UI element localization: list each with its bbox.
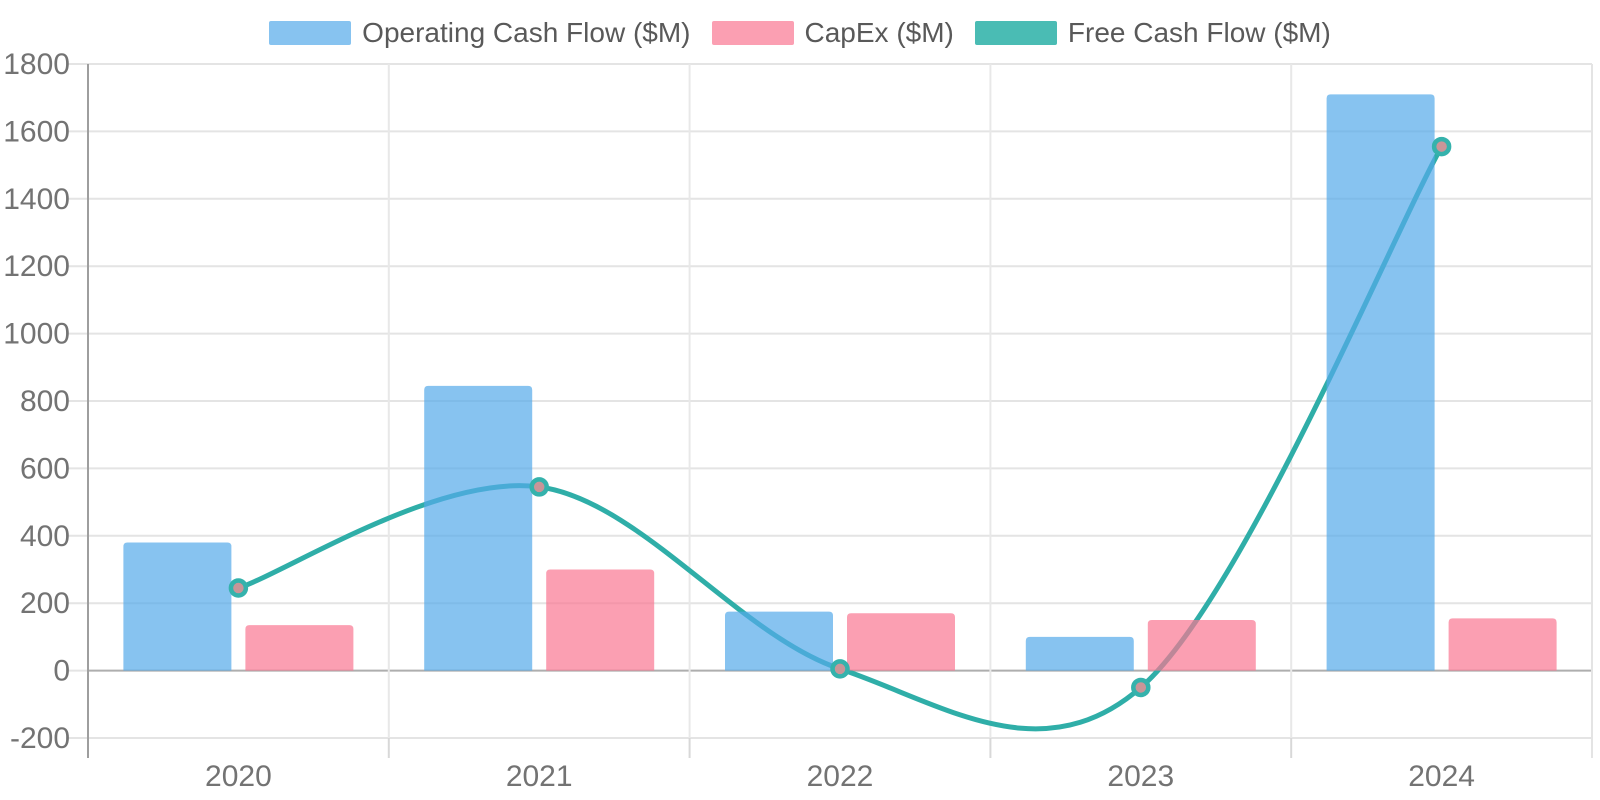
- bar-operating-cash-flow-m-2023[interactable]: [1025, 636, 1134, 671]
- bar-capex-m-2024[interactable]: [1448, 618, 1557, 671]
- bar-operating-cash-flow-m-2024[interactable]: [1326, 94, 1435, 671]
- x-tick-label-2022: 2022: [807, 760, 874, 793]
- legend-item-capex-m[interactable]: CapEx ($M): [711, 17, 954, 49]
- legend-label-capex-m: CapEx ($M): [804, 17, 954, 48]
- y-tick-label: 1400: [3, 183, 70, 216]
- legend-swatch-free-cash-flow-m: [974, 21, 1057, 45]
- point-free-cash-flow-m-2024[interactable]: [1431, 136, 1452, 157]
- y-tick-label: -200: [10, 722, 70, 755]
- line-free-cash-flow-m[interactable]: [235, 144, 1445, 732]
- y-tick-label: 200: [20, 587, 70, 620]
- legend-swatch-operating-cash-flow-m: [269, 21, 352, 45]
- bar-capex-m-2021[interactable]: [546, 569, 655, 671]
- point-free-cash-flow-m-2021[interactable]: [529, 477, 549, 497]
- y-tick-label: 400: [20, 520, 70, 553]
- y-tick-label: 800: [20, 385, 70, 418]
- x-tick-label-2023: 2023: [1107, 760, 1174, 793]
- y-tick-label: 1800: [3, 48, 70, 81]
- point-free-cash-flow-m-2020[interactable]: [228, 578, 249, 598]
- point-free-cash-flow-m-2022[interactable]: [830, 659, 850, 679]
- legend-item-free-cash-flow-m[interactable]: Free Cash Flow ($M): [974, 17, 1331, 49]
- bar-capex-m-2020[interactable]: [245, 625, 354, 671]
- legend-label-free-cash-flow-m: Free Cash Flow ($M): [1067, 17, 1331, 48]
- chart-legend: Operating Cash Flow ($M) CapEx ($M) Free C…: [0, 17, 1600, 49]
- legend-item-operating-cash-flow-m[interactable]: Operating Cash Flow ($M): [269, 17, 691, 49]
- bar-operating-cash-flow-m-2022[interactable]: [725, 611, 833, 671]
- bar-operating-cash-flow-m-2021[interactable]: [424, 385, 533, 671]
- x-tick-label-2021: 2021: [506, 760, 573, 793]
- legend-label-operating-cash-flow-m: Operating Cash Flow ($M): [362, 17, 691, 48]
- bar-capex-m-2022[interactable]: [847, 613, 955, 671]
- bar-operating-cash-flow-m-2020[interactable]: [123, 542, 232, 671]
- x-tick-label-2024: 2024: [1408, 760, 1475, 793]
- legend-swatch-capex-m: [711, 21, 794, 45]
- x-tick-label-2020: 2020: [205, 760, 272, 793]
- y-tick-label: 0: [53, 655, 70, 688]
- y-tick-label: 1200: [3, 250, 70, 283]
- point-free-cash-flow-m-2023[interactable]: [1131, 677, 1151, 698]
- bar-capex-m-2023[interactable]: [1147, 620, 1256, 671]
- y-tick-label: 1600: [3, 115, 70, 148]
- y-tick-label: 1000: [3, 318, 70, 351]
- y-tick-label: 600: [20, 452, 70, 485]
